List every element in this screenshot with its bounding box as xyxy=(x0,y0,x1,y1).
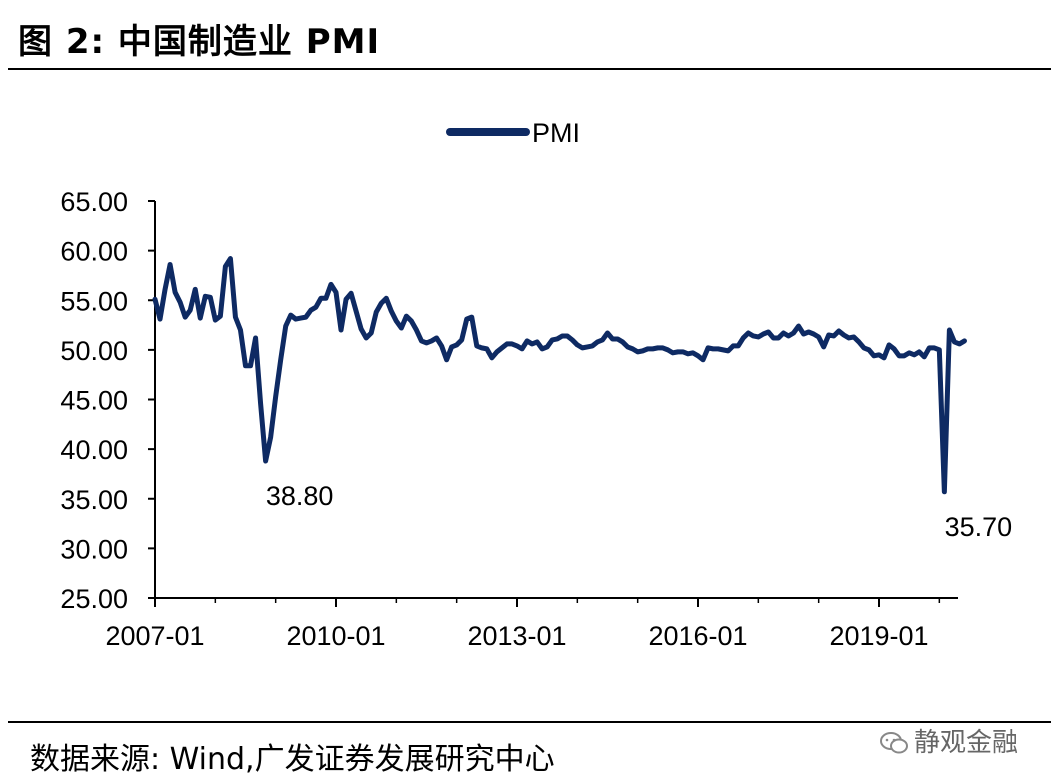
chart-legend: PMI xyxy=(446,118,580,148)
brand-watermark: 静观金融 xyxy=(880,722,1018,759)
wechat-icon xyxy=(880,732,908,754)
y-tick-label: 45.00 xyxy=(60,386,128,416)
x-tick-label: 2013-01 xyxy=(467,621,566,651)
y-tick-label: 25.00 xyxy=(60,584,128,614)
annotation-label: 38.80 xyxy=(266,481,334,511)
y-tick-label: 50.00 xyxy=(60,336,128,366)
series-line-pmi xyxy=(152,256,967,495)
annotations-layer: 38.80 35.70 xyxy=(266,481,1012,542)
x-tick-label: 2007-01 xyxy=(105,621,204,651)
source-divider xyxy=(8,721,1051,723)
figure-title: 图 2: 中国制造业 PMI xyxy=(18,22,381,62)
x-tick-label: 2019-01 xyxy=(829,621,928,651)
series-layer xyxy=(152,256,967,495)
y-tick-label: 60.00 xyxy=(60,237,128,267)
y-tick-label: 65.00 xyxy=(60,187,128,217)
y-tick-label: 30.00 xyxy=(60,534,128,564)
y-tick-label: 35.00 xyxy=(60,485,128,515)
y-axis: 65.00 60.00 55.00 50.00 45.00 40.00 35.00 30.00… xyxy=(60,187,156,614)
annotation-label: 35.70 xyxy=(945,512,1013,542)
title-divider xyxy=(8,68,1051,70)
source-note: 数据来源: Wind,广发证券发展研究中心 xyxy=(30,742,555,777)
y-tick-label: 40.00 xyxy=(60,435,128,465)
x-tick-label: 2010-01 xyxy=(286,621,385,651)
x-tick-label: 2016-01 xyxy=(648,621,747,651)
y-tick-label: 55.00 xyxy=(60,286,128,316)
legend-label-pmi: PMI xyxy=(532,118,580,148)
brand-name: 静观金融 xyxy=(914,728,1019,758)
x-axis: 2007-01 2010-01 2013-01 2016-01 2019-01 xyxy=(105,597,958,651)
